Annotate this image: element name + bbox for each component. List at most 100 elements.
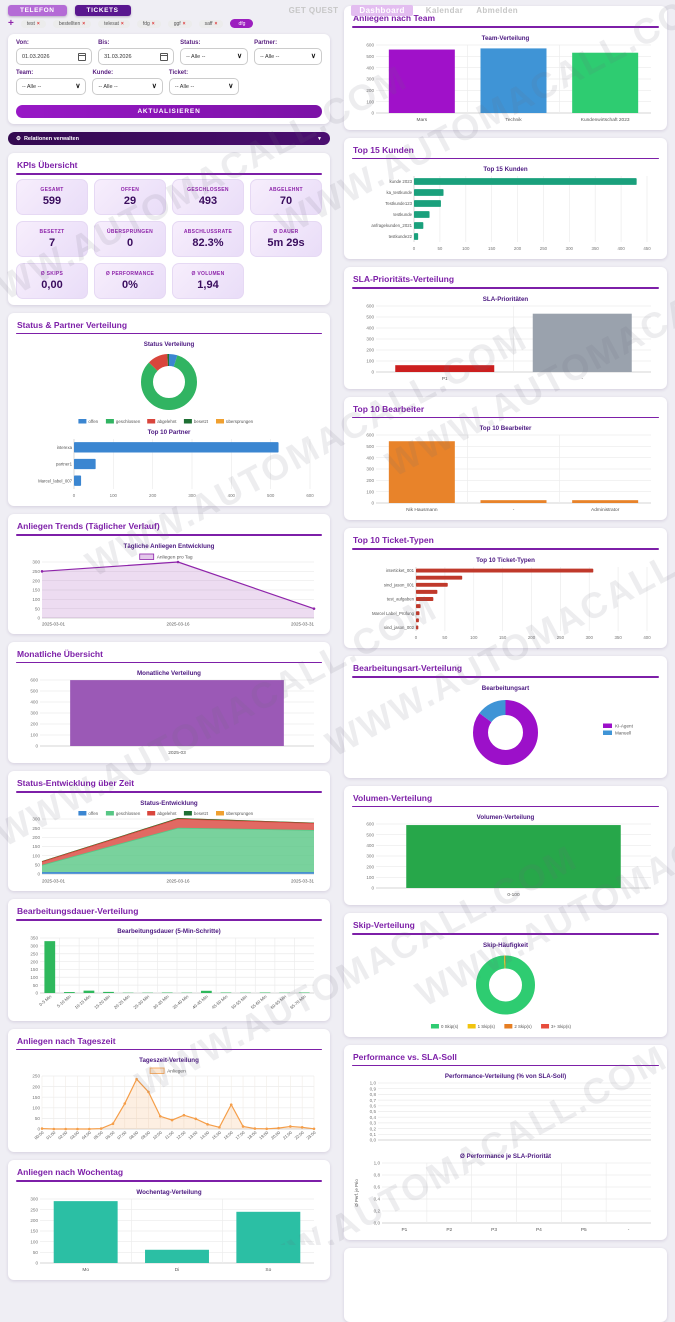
- svg-text:100: 100: [32, 853, 40, 858]
- svg-text:0,7: 0,7: [370, 1098, 377, 1103]
- svg-text:400: 400: [30, 700, 38, 705]
- nav-get-quest[interactable]: GET QUEST: [289, 6, 339, 15]
- chip-saff[interactable]: saff×: [199, 20, 224, 28]
- svg-text:geschlossen: geschlossen: [116, 419, 141, 424]
- svg-text:17:00: 17:00: [234, 1130, 246, 1141]
- svg-text:150: 150: [32, 844, 40, 849]
- svg-text:Wochentag-Verteilung: Wochentag-Verteilung: [136, 1189, 201, 1196]
- status-select[interactable]: -- Alle -- ∨: [180, 48, 248, 65]
- chip-fdg[interactable]: fdg×: [137, 20, 161, 28]
- svg-text:03:00: 03:00: [69, 1130, 81, 1141]
- svg-text:200: 200: [32, 1084, 40, 1089]
- svg-text:300: 300: [566, 246, 574, 251]
- section-tageszeit: Anliegen nach Tageszeit Tageszeit-Vertei…: [8, 1029, 330, 1153]
- svg-text:200: 200: [149, 493, 157, 498]
- svg-text:Di: Di: [175, 1267, 180, 1273]
- tab-tickets[interactable]: TICKETS: [75, 5, 131, 16]
- svg-text:0: 0: [35, 990, 38, 995]
- nav-dashboard[interactable]: Dashboard: [351, 5, 412, 16]
- remove-chip-icon[interactable]: ×: [152, 21, 155, 27]
- svg-text:50: 50: [35, 1116, 41, 1121]
- tab-telefon[interactable]: TELEFON: [8, 5, 67, 16]
- remove-chip-icon[interactable]: ×: [121, 21, 124, 27]
- svg-text:200: 200: [366, 478, 374, 483]
- svg-text:01:00: 01:00: [45, 1130, 57, 1141]
- add-chip-icon[interactable]: +: [8, 20, 14, 28]
- svg-text:0,0: 0,0: [374, 1221, 381, 1226]
- svg-text:Performance-Verteilung (% von: Performance-Verteilung (% von SLA-Soll): [445, 1073, 566, 1080]
- divider: [352, 1065, 659, 1067]
- von-date-input[interactable]: 01.03.2026: [16, 48, 92, 65]
- filter-field-team: Team: -- Alle -- ∨: [16, 70, 86, 95]
- svg-text:Testkunde123: Testkunde123: [385, 201, 412, 206]
- svg-text:250: 250: [540, 246, 548, 251]
- svg-text:ka_testkunde: ka_testkunde: [386, 190, 412, 195]
- svg-text:21:00: 21:00: [282, 1130, 294, 1141]
- svg-text:100: 100: [32, 1106, 40, 1111]
- remove-chip-icon[interactable]: ×: [82, 21, 85, 27]
- svg-text:150: 150: [30, 1228, 38, 1233]
- svg-text:-: -: [513, 508, 515, 513]
- svg-text:Top 10 Partner: Top 10 Partner: [148, 429, 191, 436]
- collapse-bar[interactable]: ⚙ Relationen verwalten ▼: [8, 132, 330, 145]
- svg-text:0: 0: [35, 744, 38, 749]
- svg-text:100: 100: [30, 733, 38, 738]
- svg-text:08:00: 08:00: [128, 1130, 140, 1141]
- svg-text:09:00: 09:00: [140, 1130, 152, 1141]
- svg-text:200: 200: [366, 347, 374, 352]
- svg-text:200: 200: [30, 959, 38, 964]
- ticket-select[interactable]: -- Alle -- ∨: [169, 78, 239, 95]
- chip-ggf[interactable]: ggf×: [168, 20, 192, 28]
- svg-text:400: 400: [366, 456, 374, 461]
- svg-text:250: 250: [32, 826, 40, 831]
- svg-text:0,2: 0,2: [374, 1209, 381, 1214]
- svg-text:Status-Entwicklung: Status-Entwicklung: [140, 800, 198, 807]
- remove-chip-icon[interactable]: ×: [37, 21, 40, 27]
- chip-telesat[interactable]: telesat×: [98, 20, 130, 28]
- svg-text:300: 300: [30, 1196, 38, 1201]
- nav-kalendar[interactable]: Kalendar: [426, 6, 463, 15]
- chip-bestellten[interactable]: bestellten×: [53, 20, 91, 28]
- svg-text:besetzt: besetzt: [194, 419, 209, 424]
- section-monat: Monatliche Übersicht Monatliche Verteilu…: [8, 642, 330, 764]
- svg-text:20-25 Min: 20-25 Min: [113, 993, 131, 1010]
- svg-text:100: 100: [30, 1239, 38, 1244]
- filter-field-bis: Bis: 31.03.2026: [98, 40, 174, 65]
- chevron-down-icon: ∨: [228, 83, 233, 90]
- svg-text:besetzt: besetzt: [194, 811, 209, 816]
- svg-text:0,4: 0,4: [374, 1197, 381, 1202]
- field-label: Team:: [16, 70, 86, 76]
- svg-text:50-55 Min: 50-55 Min: [230, 993, 248, 1010]
- remove-chip-icon[interactable]: ×: [215, 21, 218, 27]
- partner-select[interactable]: -- Alle -- ∨: [254, 48, 322, 65]
- section-performance: Performance vs. SLA-Soll Performance-Ver…: [344, 1045, 667, 1241]
- svg-text:18:00: 18:00: [246, 1130, 258, 1141]
- aktualisieren-button[interactable]: AKTUALISIEREN: [16, 105, 322, 118]
- collapse-label: Relationen verwalten: [24, 136, 79, 142]
- section-title: Status & Partner Verteilung: [17, 320, 322, 330]
- bis-date-input[interactable]: 31.03.2026: [98, 48, 174, 65]
- team-select[interactable]: -- Alle -- ∨: [16, 78, 86, 95]
- chip-test[interactable]: test×: [21, 20, 46, 28]
- kunde-select[interactable]: -- Alle -- ∨: [92, 78, 162, 95]
- svg-text:200: 200: [366, 88, 374, 93]
- nav-abmelden[interactable]: Abmelden: [476, 6, 518, 15]
- filter-chips-row: + test× bestellten× telesat× fdg× ggf× s…: [8, 19, 253, 28]
- chip-dfg-active[interactable]: dfg: [230, 19, 253, 28]
- svg-text:0,9: 0,9: [370, 1087, 377, 1092]
- section-title: Bearbeitungsart-Verteilung: [353, 663, 659, 673]
- svg-text:Anliegen: Anliegen: [167, 1069, 186, 1075]
- svg-text:0: 0: [37, 872, 40, 877]
- svg-text:05:00: 05:00: [93, 1130, 105, 1141]
- svg-text:0,0: 0,0: [370, 1138, 377, 1143]
- svg-text:0: 0: [413, 246, 416, 251]
- remove-chip-icon[interactable]: ×: [183, 21, 186, 27]
- svg-text:300: 300: [32, 817, 40, 822]
